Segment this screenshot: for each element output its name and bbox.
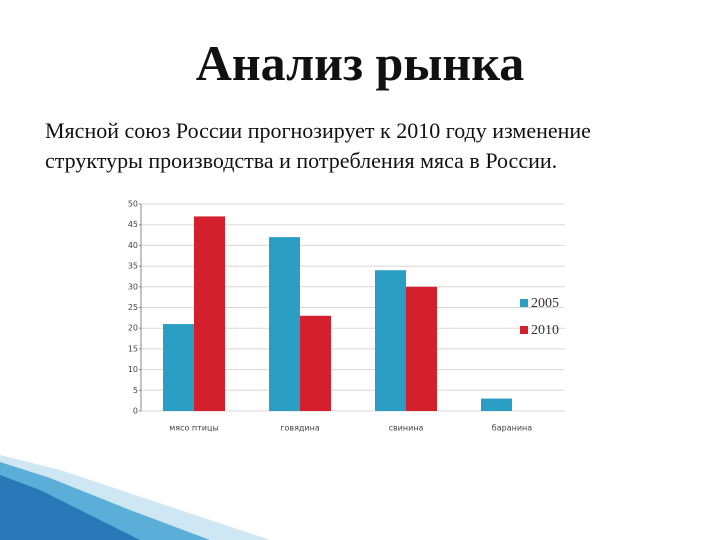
y-tick-label: 45 (128, 220, 138, 229)
x-tick-label: свинина (389, 424, 424, 433)
y-tick-label: 5 (133, 386, 138, 395)
bar (300, 315, 331, 411)
legend-swatch (520, 326, 528, 334)
y-tick-label: 0 (133, 407, 138, 416)
legend-label: 2005 (531, 296, 559, 311)
bar (163, 324, 194, 411)
decoration (0, 475, 140, 540)
bar (375, 270, 406, 411)
y-tick-label: 30 (128, 282, 138, 291)
bar (269, 237, 300, 411)
bar (481, 398, 512, 411)
bar (194, 216, 225, 411)
legend-label: 2010 (531, 323, 559, 338)
x-tick-label: мясо птицы (169, 424, 219, 433)
subtitle-line: структуры производства и потребления мяс… (45, 148, 557, 173)
title: Анализ рынка (196, 35, 525, 91)
legend-swatch (520, 299, 528, 307)
y-tick-label: 10 (128, 365, 138, 374)
y-tick-label: 50 (128, 200, 138, 209)
y-tick-label: 35 (128, 262, 138, 271)
y-tick-label: 40 (128, 241, 138, 250)
subtitle-line: Мясной союз России прогнозирует к 2010 г… (45, 118, 591, 143)
y-tick-label: 25 (128, 303, 138, 312)
plot: 0 5 10 15 20 25 30 35 40 45 50 мясо птицы говядина св… (128, 200, 565, 433)
bar (406, 286, 437, 411)
x-tick-label: баранина (492, 424, 532, 433)
y-tick-label: 20 (128, 324, 138, 333)
y-tick-label: 15 (128, 344, 138, 353)
x-tick-label: говядина (280, 424, 320, 433)
